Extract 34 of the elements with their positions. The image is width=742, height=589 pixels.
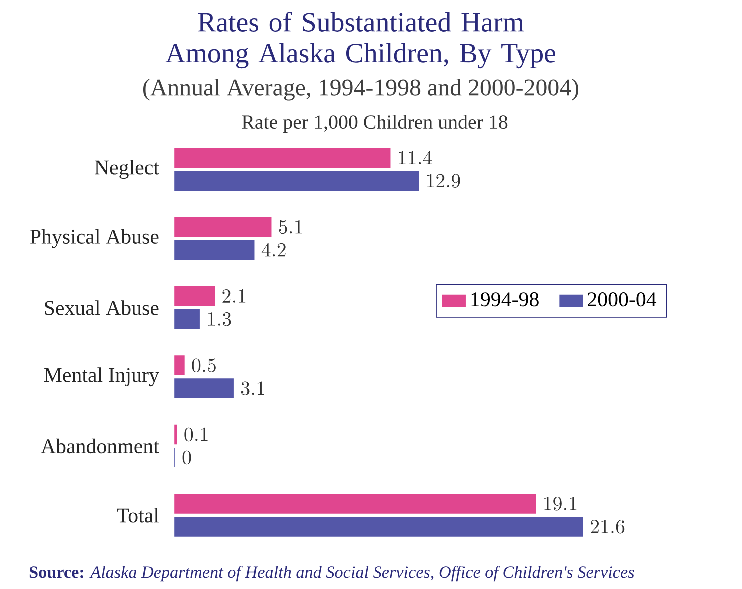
bar: [174, 240, 255, 260]
data-label: 4.2: [262, 243, 286, 257]
bar: [174, 356, 185, 376]
y-tick-label: Sexual Abuse: [45, 300, 159, 316]
y-tick-label: Abandonment: [41, 438, 160, 454]
bar: [174, 286, 216, 306]
legend-label: 2000-04: [588, 292, 657, 307]
data-label: 0.5: [192, 358, 216, 372]
data-label: 11 .4: [399, 151, 432, 165]
bar: [174, 517, 584, 537]
bar: [174, 378, 234, 398]
legend-label: 1994-98: [472, 292, 539, 307]
y-tick-label: Neglect: [95, 160, 160, 180]
data-label: 5. 1: [279, 220, 302, 234]
text: Source: Alaska Department of Health and Social Services, Office of Children's Services: [30, 566, 634, 582]
data-label: 0. 1: [184, 428, 208, 442]
data-label: 2. 1: [222, 290, 246, 303]
y-tick-label: Physical Abuse: [30, 229, 159, 248]
bar: [174, 148, 391, 168]
y-tick-label: Total: [117, 508, 160, 523]
bar: [174, 494, 536, 514]
chart-title: Rates of Substantiated Harm Among Alaska Children, By Type: [166, 12, 556, 69]
data-label: 12.9: [427, 174, 460, 188]
bar: [174, 310, 200, 330]
data-label: 21 .6: [591, 520, 625, 534]
data-label: 1 .3: [208, 312, 232, 326]
data-label: 0: [182, 450, 192, 465]
x-axis-title: Rate per 1,000 Children under 18: [242, 115, 508, 134]
bar: [174, 217, 272, 238]
chart-subtitle: (Annual Average, 1994-1998 and 2000-2004): [143, 79, 579, 101]
bar: [174, 171, 420, 191]
data-label: 3. 1: [241, 382, 264, 396]
data-label: 19. 1: [544, 497, 577, 511]
y-tick-label: Mental Injury: [44, 368, 160, 387]
